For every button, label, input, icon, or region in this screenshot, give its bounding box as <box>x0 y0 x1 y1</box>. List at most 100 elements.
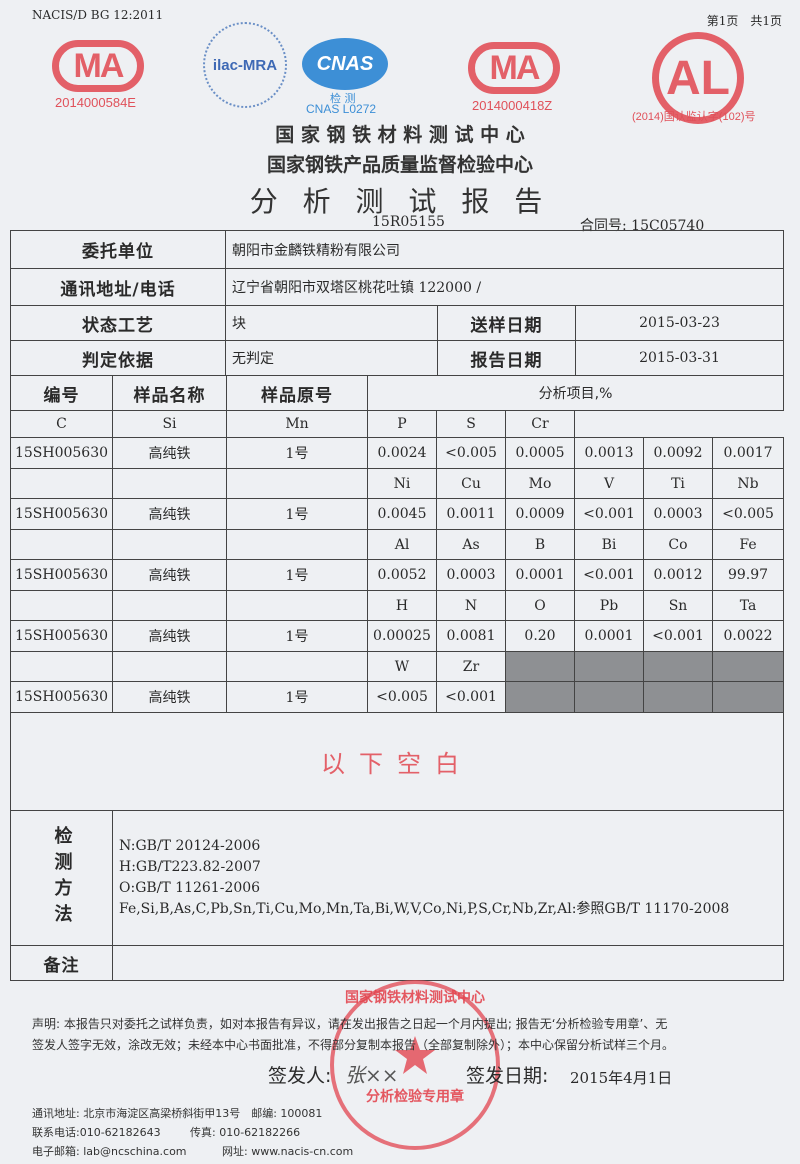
element-name-cell: H <box>367 590 437 621</box>
element-header-row: W Zr <box>10 651 785 682</box>
element-name-cell: Mn <box>226 410 368 438</box>
empty-cell <box>112 651 227 682</box>
sample-id-cell: 15SH005630 <box>10 498 113 530</box>
value-cell: 0.0017 <box>711 437 785 469</box>
element-name-cell: C <box>10 410 113 438</box>
footer-address: 通讯地址: 北京市海淀区高梁桥斜街甲13号 邮编: 100081 <box>32 1107 323 1120</box>
empty-cell <box>10 590 113 621</box>
sign-date-label: 签发日期: <box>466 1065 549 1087</box>
value-cell <box>505 681 575 713</box>
element-header-row: H N O Pb Sn Ta <box>10 590 785 621</box>
cma-logo-1: MA <box>52 40 144 92</box>
value-cell: 0.0045 <box>367 498 437 530</box>
element-name-cell: Nb <box>711 468 785 499</box>
basis-value: 无判定 <box>225 340 438 376</box>
empty-cell <box>226 590 368 621</box>
remarks-label: 备注 <box>10 945 113 981</box>
statement: 声明: 本报告只对委托之试样负责，如对本报告有异议，请在发出报告之日起一个月内提… <box>32 1014 782 1056</box>
sample-orig-cell: 1号 <box>226 498 368 530</box>
cma-code-2: 2014000418Z <box>472 98 553 113</box>
org-name-1: 国 家 钢 铁 材 料 测 试 中 心 <box>275 124 525 146</box>
value-cell: 0.0009 <box>505 498 575 530</box>
element-name-cell <box>505 651 575 682</box>
value-cell <box>574 681 644 713</box>
cal-code: (2014)国认监认字(102)号 <box>632 111 756 123</box>
element-name-cell: Sn <box>643 590 713 621</box>
empty-cell <box>10 651 113 682</box>
element-name-cell: Cr <box>505 410 575 438</box>
value-cell: 0.20 <box>505 620 575 652</box>
remarks-value <box>111 945 785 981</box>
state-label: 状态工艺 <box>10 305 226 341</box>
table-row: 15SH005630 高纯铁 1号 0.00025 0.0081 0.20 0.0001 <0… <box>10 620 785 652</box>
element-name-cell: Bi <box>574 529 644 560</box>
element-name-cell: Pb <box>574 590 644 621</box>
sample-id-cell: 15SH005630 <box>10 681 113 713</box>
cma-logo-2: MA <box>468 42 560 94</box>
signer-label: 签发人: <box>268 1065 332 1087</box>
official-stamp: 国家钢铁材料测试中心 分析检验专用章 <box>330 980 500 1150</box>
sample-name-cell: 高纯铁 <box>112 681 227 713</box>
empty-cell <box>112 468 227 499</box>
element-name-cell: W <box>367 651 437 682</box>
element-name-cell: Si <box>112 410 227 438</box>
element-name-cell: N <box>436 590 506 621</box>
value-cell <box>643 681 713 713</box>
element-name-cell: B <box>505 529 575 560</box>
basis-label: 判定依据 <box>10 340 226 376</box>
element-header-row: C Si Mn P S Cr <box>10 410 784 438</box>
sample-id-cell: 15SH005630 <box>10 620 113 652</box>
empty-cell <box>112 590 227 621</box>
sample-orig-cell: 1号 <box>226 559 368 591</box>
value-cell: 0.0003 <box>436 559 506 591</box>
sample-orig-cell: 1号 <box>226 437 368 469</box>
sample-name-cell: 高纯铁 <box>112 559 227 591</box>
value-cell: 0.0001 <box>574 620 644 652</box>
element-name-cell: As <box>436 529 506 560</box>
value-cell: 0.0003 <box>643 498 713 530</box>
element-name-cell: Fe <box>711 529 785 560</box>
empty-cell <box>112 529 227 560</box>
value-cell: 0.0024 <box>367 437 437 469</box>
state-value: 块 <box>225 305 438 341</box>
sample-orig-cell: 1号 <box>226 620 368 652</box>
element-name-cell: Co <box>643 529 713 560</box>
org-name-2: 国家钢铁产品质量监督检验中心 <box>266 154 533 176</box>
method-line: N:GB/T 20124-2006 <box>119 838 261 854</box>
value-cell: 0.0022 <box>711 620 785 652</box>
client-label: 委托单位 <box>10 230 226 269</box>
value-cell: 0.0092 <box>643 437 713 469</box>
table-row: 15SH005630 高纯铁 1号 0.0045 0.0011 0.0009 <0.001 0… <box>10 498 785 530</box>
col-id-header: 编号 <box>10 375 113 411</box>
send-date-value: 2015-03-23 <box>574 305 785 341</box>
sample-id-cell: 15SH005630 <box>10 437 113 469</box>
footer-phone: 联系电话:010-62182643 <box>32 1126 161 1139</box>
value-cell: <0.001 <box>436 681 506 713</box>
element-name-cell: P <box>367 410 437 438</box>
results-table: 编号 样品名称 样品原号 分析项目,% C Si Mn P S Cr 15SH005630 高纯铁 1… <box>9 375 785 981</box>
element-name-cell: S <box>436 410 506 438</box>
methods-label: 检测方法 <box>10 810 113 946</box>
method-line: O:GB/T 11261-2006 <box>119 880 261 896</box>
value-cell: <0.005 <box>711 498 785 530</box>
empty-cell <box>226 468 368 499</box>
standard-code: NACIS/D BG 12:2011 <box>32 8 164 22</box>
table-row: 15SH005630 高纯铁 1号 <0.005 <0.001 <box>10 681 785 713</box>
info-table: 委托单位 朝阳市金麟铁精粉有限公司 通讯地址/电话 辽宁省朝阳市双塔区桃花吐镇 12… <box>10 230 785 376</box>
method-line: Fe,Si,B,As,C,Pb,Sn,Ti,Cu,Mo,Mn,Ta,Bi,W,V… <box>119 901 730 917</box>
footer-fax: 传真: 010-62182266 <box>190 1126 301 1139</box>
value-cell: 99.97 <box>711 559 785 591</box>
statement-line: 声明: 本报告只对委托之试样负责，如对本报告有异议，请在发出报告之日起一个月内提… <box>32 1017 668 1031</box>
page-number: 第1页 共1页 <box>706 14 782 28</box>
cma-code-1: 2014000584E <box>55 95 136 110</box>
empty-cell <box>10 468 113 499</box>
element-name-cell: V <box>574 468 644 499</box>
footer-email: 电子邮箱: lab@ncschina.com <box>32 1145 187 1158</box>
cal-logo: AL <box>652 32 744 124</box>
sample-name-cell: 高纯铁 <box>112 498 227 530</box>
blank-note: 以下空白 <box>321 750 474 778</box>
methods-list: N:GB/T 20124-2006 H:GB/T223.82-2007 O:GB… <box>111 810 785 946</box>
stamp-bottom-text: 分析检验专用章 <box>366 1089 464 1105</box>
element-header-row: Ni Cu Mo V Ti Nb <box>10 468 785 499</box>
report-date-value: 2015-03-31 <box>574 340 785 376</box>
